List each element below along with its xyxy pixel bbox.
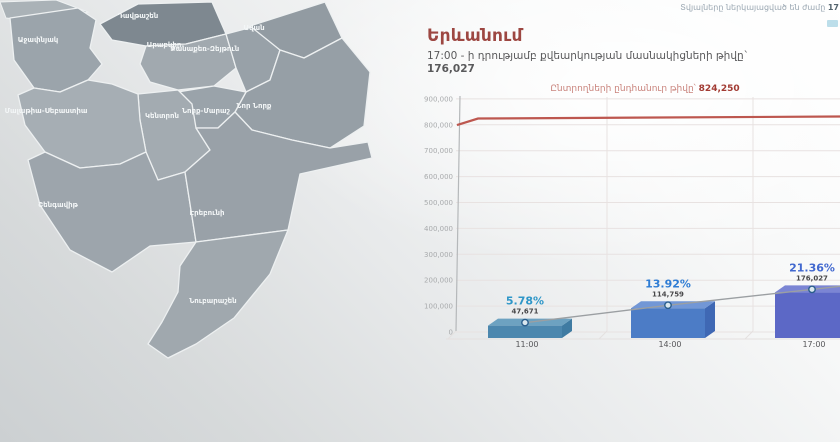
value-label-2: 176,027	[796, 274, 828, 282]
data-point-marker-0	[521, 318, 529, 327]
district-label-ajapnyak: Աջափնյակ	[18, 36, 59, 44]
y-tick-label: 100,000	[424, 303, 453, 311]
district-label-nor-nork: Նոր Նորք	[237, 102, 272, 110]
y-tick-label: 300,000	[424, 251, 453, 259]
value-label-0: 47,671	[511, 308, 538, 316]
bar-side-0	[562, 318, 572, 338]
district-erebuni	[184, 111, 373, 243]
x-tick-label-1: 14:00	[658, 340, 681, 349]
data-point-marker-1	[664, 301, 672, 310]
floor-diagonal	[598, 330, 608, 340]
percent-label-0: 5.78%	[506, 295, 544, 308]
total-voters-reference-line	[456, 115, 840, 127]
participants-count: 176,027	[427, 63, 475, 75]
floor-diagonal	[447, 330, 457, 340]
percent-label-1: 13.92%	[645, 277, 691, 290]
bar-0	[488, 325, 562, 338]
x-tick-label-2: 17:00	[802, 340, 825, 349]
y-axis	[455, 95, 461, 332]
x-tick-label-0: 11:00	[515, 340, 538, 349]
district-label-kentron: Կենտրոն	[145, 112, 179, 120]
cutoff-text-fragment	[827, 20, 838, 27]
district-label-kanaker-zeytun: Քանաքեռ-Զեյթուն	[171, 45, 240, 53]
district-nubarashen	[147, 229, 289, 359]
y-tick-label: 700,000	[424, 147, 453, 155]
y-tick-label: 0	[449, 329, 453, 337]
turnout-bar-chart: 900,000 800,000 700,000 600,000 500,000 400,0…	[424, 83, 840, 349]
floor-diagonal	[744, 330, 754, 340]
y-tick-label: 600,000	[424, 173, 453, 181]
trend-line	[524, 285, 840, 324]
data-point-marker-2	[808, 285, 816, 294]
y-tick-label: 500,000	[424, 199, 453, 207]
data-presented-text: Տվյալները ներկայացված են ժամը	[680, 3, 826, 12]
y-tick-label: 800,000	[424, 121, 453, 129]
district-label-arabkir: Արաբկիր	[147, 41, 182, 49]
district-malatia-sebastia	[17, 79, 147, 169]
district-label-avan: Ավան	[243, 24, 264, 32]
bar-1	[631, 308, 705, 338]
district-label-erebuni: Էրեբունի	[190, 209, 225, 217]
district-label-nubarashen: Նուբարաշեն	[189, 297, 236, 305]
bar-2	[775, 292, 840, 338]
y-tick-label: 200,000	[424, 277, 453, 285]
district-label-nork-marash: Նորք-Մարաշ	[182, 107, 231, 115]
page-title: Երևանում	[427, 26, 523, 46]
subtitle-line: 17:00 - ի դրությամբ քվեարկության մասնակի…	[427, 50, 749, 62]
percent-label-2: 21.36%	[789, 261, 835, 274]
district-label-davtashen: Դավթաշեն	[118, 12, 158, 20]
bar-top-2	[775, 285, 840, 293]
district-label-malatia-sebastia: Մալաթիա-Սեբաստիա	[5, 107, 88, 115]
value-label-1: 114,759	[652, 290, 684, 298]
data-presented-time: 17	[827, 3, 839, 12]
y-tick-label: 900,000	[424, 95, 453, 103]
district-label-shengavit: Շենգավիթ	[38, 201, 78, 209]
total-voters-annotation: Ընտրողների ընդհանուր թիվը՝ 824,250	[550, 83, 739, 94]
bar-side-1	[705, 301, 715, 338]
y-tick-label: 400,000	[424, 225, 453, 233]
data-presented-note: Տվյալները ներկայացված են ժամը 17	[680, 3, 839, 12]
district-ajapnyak	[9, 7, 103, 93]
